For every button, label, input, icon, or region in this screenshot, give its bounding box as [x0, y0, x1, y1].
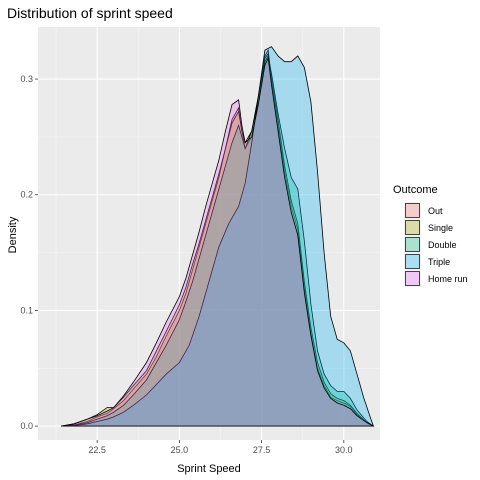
y-axis-ticks: 0.0 0.1 0.2 0.3 — [20, 74, 38, 431]
y-tick-label: 0.3 — [20, 74, 33, 84]
legend-swatch-double — [405, 237, 420, 252]
legend-key-bg-out — [404, 202, 421, 219]
legend-label-double: Double — [428, 240, 457, 250]
legend-title: Outcome — [393, 184, 438, 196]
legend-key-bg-home-run — [404, 270, 421, 287]
density-areas — [60, 46, 375, 427]
legend-swatch-home-run — [405, 271, 420, 286]
density-area-single — [60, 52, 374, 427]
legend-label-single: Single — [428, 223, 453, 233]
legend: Outcome Out Single Double Triple Home run — [393, 184, 468, 287]
x-tick-label: 30.0 — [335, 445, 353, 455]
y-tick-label: 0.2 — [20, 190, 33, 200]
x-tick-label: 22.5 — [88, 445, 106, 455]
legend-key-bg-single — [404, 219, 421, 236]
density-area-double — [60, 54, 375, 427]
legend-swatch-triple — [405, 254, 420, 269]
y-axis-title: Density — [7, 216, 19, 253]
x-tick-label: 27.5 — [253, 445, 271, 455]
x-tick-label: 25.0 — [171, 445, 189, 455]
legend-label-triple: Triple — [428, 257, 450, 267]
legend-swatch-single — [405, 220, 420, 235]
minor-gridlines — [38, 27, 380, 440]
x-axis-ticks: 22.5 25.0 27.5 30.0 — [88, 440, 353, 455]
x-axis-title: Sprint Speed — [177, 463, 241, 475]
legend-key-bg-triple — [404, 253, 421, 270]
legend-label-out: Out — [428, 206, 443, 216]
legend-key-bg-double — [404, 236, 421, 253]
y-tick-label: 0.1 — [20, 305, 33, 315]
y-tick-label: 0.0 — [20, 421, 33, 431]
density-area-home-run — [60, 56, 374, 427]
legend-label-home-run: Home run — [428, 274, 468, 284]
chart-title: Distribution of sprint speed — [7, 5, 173, 21]
density-area-out — [60, 48, 374, 427]
legend-swatch-out — [405, 203, 420, 218]
